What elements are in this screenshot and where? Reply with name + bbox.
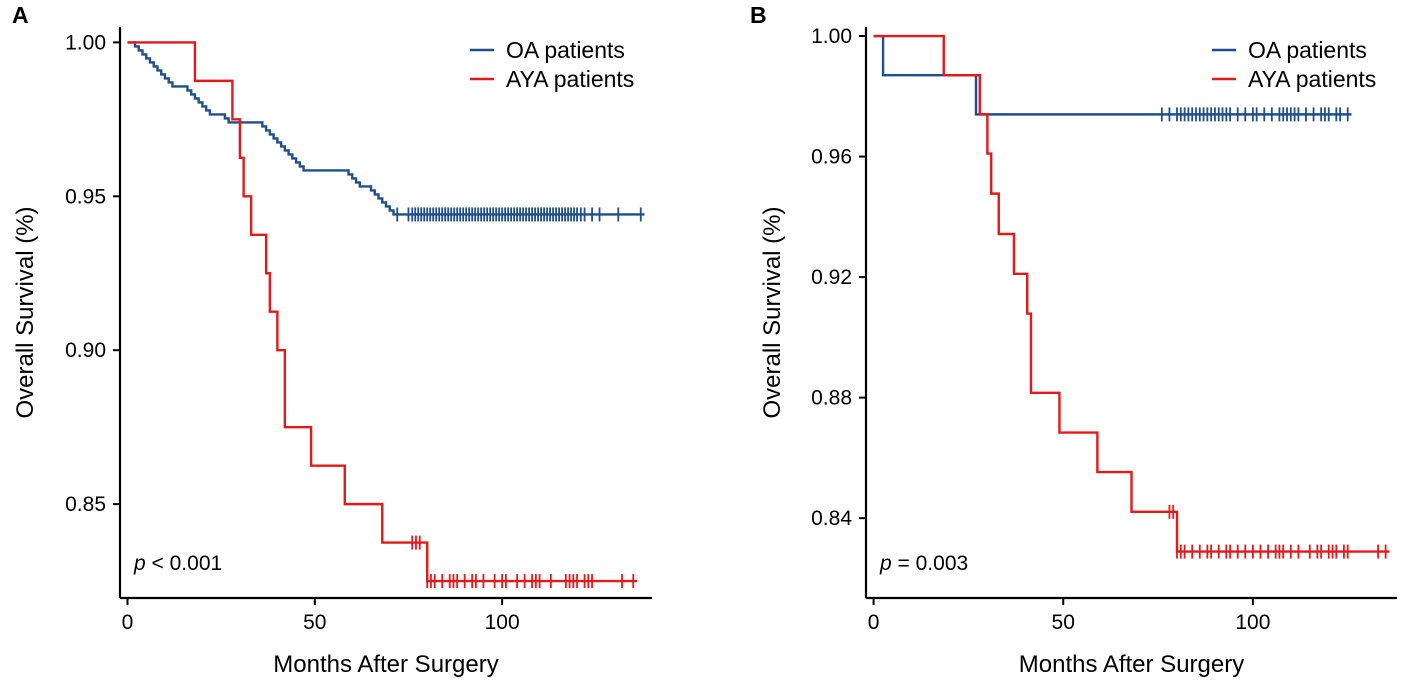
p-value-text: < 0.001 (146, 552, 222, 575)
y-tick-label: 0.85 (65, 493, 106, 516)
panel-b: B 0.84 0.88 0.92 0.96 1.00 0 50 100 Months After … (750, 2, 1397, 678)
survival-curve (873, 34, 1390, 553)
panel-a: A 0.85 0.90 0.95 1.00 0 50 100 Months After Surg… (12, 2, 652, 678)
y-tick-label: 0.95 (65, 185, 106, 208)
series-oa (127, 41, 645, 222)
legend: OA patients AYA patients (1212, 37, 1376, 92)
x-tick-label: 0 (122, 611, 134, 634)
x-axis-title: Months After Surgery (273, 651, 498, 678)
x-tick-label: 100 (485, 611, 520, 634)
series-aya (127, 41, 638, 589)
legend: OA patients AYA patients (470, 37, 634, 92)
p-value-annotation: p = 0.003 (879, 552, 968, 575)
x-axis-title: Months After Surgery (1019, 651, 1244, 678)
series-aya (873, 34, 1390, 559)
panel-label-a: A (12, 2, 29, 28)
y-axis-title: Overall Survival (%) (12, 206, 39, 418)
survival-curve (127, 41, 638, 583)
y-tick-label: 1.00 (65, 31, 106, 54)
series-oa (873, 34, 1352, 122)
p-symbol: p (133, 552, 146, 575)
x-tick-label: 100 (1235, 611, 1270, 634)
y-tick-label: 0.90 (65, 339, 106, 362)
y-axis-title: Overall Survival (%) (759, 206, 786, 418)
p-symbol: p (879, 552, 892, 575)
x-tick-label: 50 (1052, 611, 1075, 634)
survival-curve (127, 41, 645, 216)
p-value-text: = 0.003 (892, 552, 968, 575)
y-tick-label: 0.88 (811, 387, 852, 410)
panel-label-b: B (750, 2, 767, 28)
legend-label: AYA patients (1248, 66, 1376, 92)
legend-label: OA patients (1248, 37, 1367, 63)
y-tick-label: 0.84 (811, 507, 852, 530)
legend-label: OA patients (506, 37, 625, 63)
p-value-annotation: p < 0.001 (133, 552, 222, 575)
x-tick-label: 50 (303, 611, 326, 634)
y-tick-label: 1.00 (811, 25, 852, 48)
x-tick-label: 0 (868, 611, 880, 634)
y-tick-label: 0.92 (811, 266, 852, 289)
legend-label: AYA patients (506, 66, 634, 92)
y-tick-label: 0.96 (811, 146, 852, 169)
